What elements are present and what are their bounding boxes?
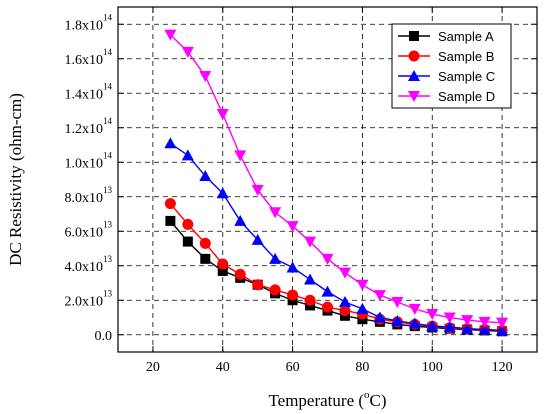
data-point	[338, 267, 351, 279]
data-point	[287, 289, 299, 301]
data-point	[269, 252, 282, 264]
y-tick-label: 6.0x1013	[65, 219, 113, 240]
x-tick-label: 100	[422, 360, 443, 375]
y-tick-label: 1.4x1014	[65, 81, 113, 102]
data-point	[426, 309, 439, 321]
y-axis-title: DC Resistivity (ohm-cm)	[6, 93, 25, 266]
legend-marker	[408, 91, 420, 102]
data-point	[408, 303, 421, 315]
legend-label: Sample B	[438, 49, 494, 64]
y-tick-label: 4.0x1013	[65, 254, 113, 275]
data-point	[339, 305, 351, 317]
data-point	[165, 215, 176, 226]
y-tick-label: 1.6x1014	[65, 47, 113, 68]
legend-label: Sample D	[438, 89, 495, 104]
data-point	[216, 187, 229, 199]
data-point	[199, 237, 211, 249]
y-tick-label: 0.0	[95, 329, 113, 344]
data-point	[391, 314, 404, 326]
data-point	[251, 184, 264, 196]
series-line	[169, 142, 503, 332]
series-sample-d	[164, 29, 509, 329]
data-point	[373, 311, 386, 323]
data-point	[356, 279, 369, 291]
axis-layer: 20 40 60 80 100 120 0.0 2.0x1013 4.0x1013 6.0x101…	[65, 6, 538, 375]
data-point	[338, 295, 351, 307]
data-point	[181, 46, 194, 58]
x-axis-title: Temperature (oC)	[268, 389, 386, 410]
data-point	[164, 29, 177, 41]
data-point	[304, 294, 316, 306]
x-tick-label: 40	[216, 360, 230, 375]
plot-frame	[117, 6, 538, 353]
data-point	[496, 324, 509, 336]
data-point	[216, 108, 229, 120]
data-point	[269, 284, 281, 296]
data-point	[322, 301, 333, 313]
data-point	[304, 236, 317, 248]
x-tick-label: 20	[146, 360, 160, 375]
y-tick-label: 1.0x1014	[65, 150, 113, 171]
data-point	[269, 207, 282, 219]
data-point	[496, 317, 509, 329]
data-point	[164, 198, 176, 210]
data-point	[164, 137, 177, 149]
series-sample-c	[164, 137, 509, 336]
legend: Sample A Sample B Sample C Sample D	[391, 23, 512, 109]
data-point	[234, 268, 246, 280]
data-point	[181, 149, 194, 161]
data-point	[182, 218, 194, 230]
data-point	[408, 317, 421, 329]
data-point	[461, 322, 474, 334]
data-point	[373, 290, 386, 302]
data-point	[443, 312, 456, 324]
data-point	[443, 320, 456, 332]
data-point	[234, 214, 247, 226]
data-point	[356, 302, 369, 314]
data-point	[199, 71, 212, 82]
data-point	[286, 221, 299, 233]
axis-titles: Temperature (oC) DC Resistivity (ohm-cm)	[6, 93, 387, 410]
data-point	[217, 258, 229, 270]
data-point	[200, 253, 211, 264]
y-tick-label: 1.2x1014	[65, 116, 113, 137]
legend-marker	[408, 70, 420, 81]
data-point	[426, 320, 439, 332]
y-tick-label: 1.8x1014	[65, 12, 113, 33]
x-tick-label: 80	[355, 360, 369, 375]
x-tick-label: 60	[286, 360, 300, 375]
data-point	[321, 285, 334, 297]
grid-layer	[118, 7, 537, 352]
data-point	[217, 265, 228, 276]
data-point	[304, 273, 317, 285]
legend-marker	[408, 50, 420, 62]
y-tick-label: 8.0x1013	[65, 185, 113, 206]
data-point	[461, 315, 474, 327]
legend-label: Sample C	[438, 69, 495, 84]
data-point	[182, 236, 193, 247]
data-point	[478, 323, 491, 335]
legend-label: Sample A	[438, 29, 494, 44]
data-point	[321, 253, 334, 265]
series-layer	[164, 29, 509, 337]
data-point	[252, 279, 264, 291]
data-point	[234, 150, 247, 162]
legend-marker	[409, 31, 419, 41]
y-tick-label: 2.0x1013	[65, 288, 113, 309]
data-point	[199, 170, 212, 182]
data-point	[286, 261, 299, 273]
data-point	[391, 296, 404, 308]
data-point	[478, 316, 491, 328]
x-tick-label: 120	[492, 360, 513, 375]
data-point	[251, 233, 264, 245]
